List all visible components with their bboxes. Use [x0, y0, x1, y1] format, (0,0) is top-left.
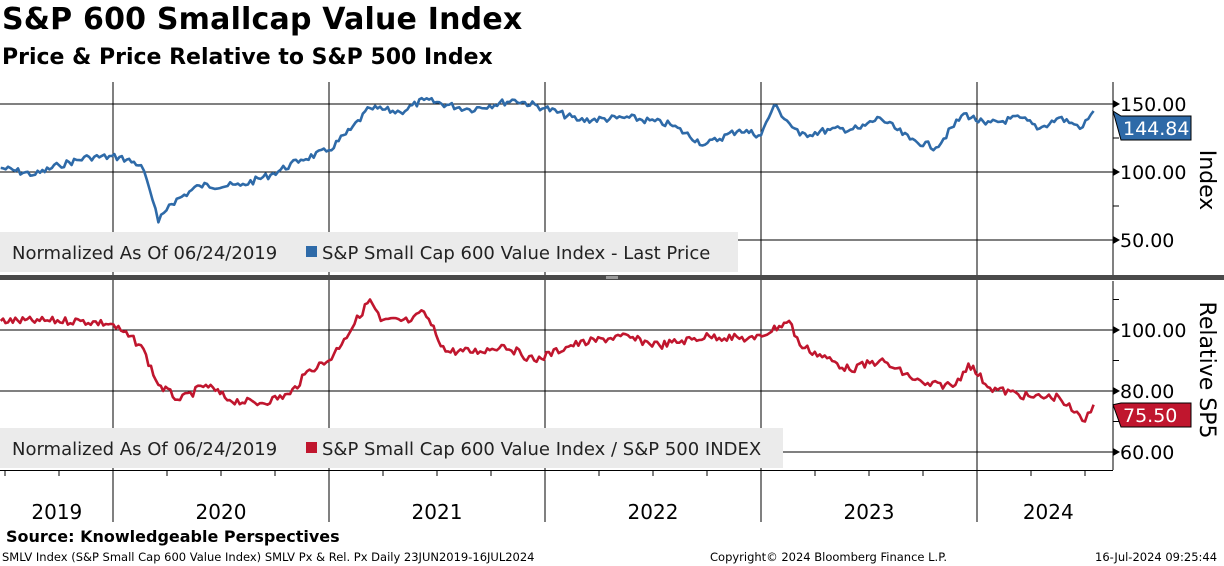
- legend-normalized-text: Normalized As Of 06/24/2019: [12, 439, 277, 460]
- last-value-badge: [1112, 402, 1192, 428]
- footer-copyright: Copyright© 2024 Bloomberg Finance L.P.: [710, 550, 947, 564]
- legend-normalized-text: Normalized As Of 06/24/2019: [12, 243, 277, 264]
- legend-series-label: S&P Small Cap 600 Value Index / S&P 500 …: [322, 439, 761, 460]
- footer-description: SMLV Index (S&P Small Cap 600 Value Inde…: [2, 550, 535, 564]
- series-line-top: [0, 96, 1095, 224]
- chart-subtitle: Price & Price Relative to S&P 500 Index: [2, 45, 493, 70]
- y-tick-arrow: [1113, 326, 1120, 334]
- x-year-label: 2023: [844, 500, 895, 524]
- x-year-label: 2020: [196, 500, 247, 524]
- legend-swatch: [306, 246, 317, 257]
- legend-swatch: [306, 442, 317, 453]
- panel-bottom: 100.00 80.00 60.00 Relative SP5 75.50 Normali…: [0, 298, 1219, 468]
- x-year-label: 2021: [412, 500, 463, 524]
- y-axis-title: Index: [1194, 150, 1219, 211]
- source-note: Source: Knowledgeable Perspectives: [6, 527, 340, 546]
- last-value-badge: [1112, 109, 1192, 141]
- last-value-label: 75.50: [1123, 405, 1177, 427]
- footer-timestamp: 16-Jul-2024 09:25:44: [1095, 550, 1218, 564]
- y-tick-arrow: [1113, 448, 1120, 456]
- legend-box: [0, 232, 738, 272]
- y-tick-label: 100.00: [1120, 320, 1186, 342]
- y-tick-label: 100.00: [1120, 162, 1186, 184]
- last-value-label: 144.84: [1123, 118, 1189, 140]
- y-tick-arrow: [1113, 168, 1120, 176]
- x-year-label: 2022: [628, 500, 679, 524]
- y-tick-arrow: [1113, 100, 1120, 108]
- x-year-label: 2024: [1023, 500, 1074, 524]
- legend-series-label: S&P Small Cap 600 Value Index - Last Pri…: [322, 243, 710, 264]
- y-tick-arrow: [1113, 236, 1120, 244]
- series-line-bottom: [0, 298, 1095, 423]
- legend-box: [0, 428, 783, 468]
- y-tick-label: 150.00: [1120, 94, 1186, 116]
- y-tick-label: 50.00: [1120, 230, 1174, 252]
- panel-splitter-handle: [606, 276, 618, 279]
- y-tick-arrow: [1113, 387, 1120, 395]
- y-tick-label: 80.00: [1120, 381, 1174, 403]
- x-year-label: 2019: [31, 500, 82, 524]
- chart-title: S&P 600 Smallcap Value Index: [2, 2, 523, 37]
- y-axis-title: Relative SP5: [1194, 302, 1219, 439]
- y-tick-label: 60.00: [1120, 442, 1174, 464]
